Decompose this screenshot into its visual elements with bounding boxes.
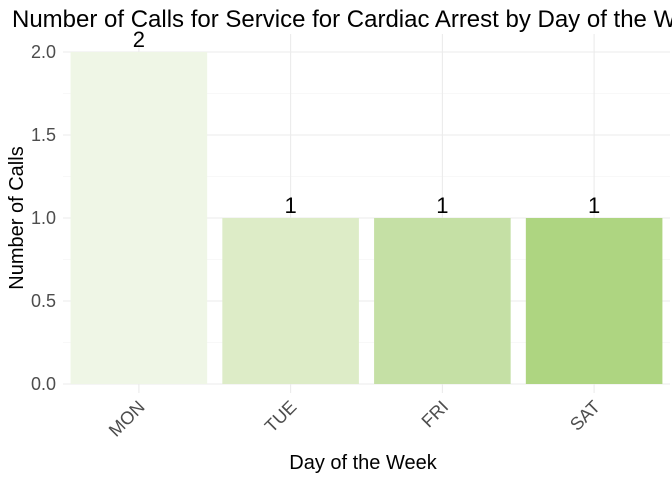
chart-title: Number of Calls for Service for Cardiac … [12,6,672,33]
bars [70,52,663,384]
bar-fri [374,218,511,384]
data-labels: 2 1 1 1 [133,27,601,218]
data-label-tue: 1 [285,193,297,218]
bar-sat [525,218,663,384]
x-tick-label-tue: TUE [261,397,301,437]
x-axis-title: Day of the Week [289,452,437,474]
x-tick-label-mon: MON [105,397,149,441]
y-tick-label: 1.5 [31,125,56,145]
y-tick-label: 1.0 [31,208,56,228]
y-tick-label: 0.5 [31,291,56,311]
data-label-mon: 2 [133,27,145,52]
y-axis-title: Number of Calls [6,146,28,289]
bar-mon [70,52,208,384]
bar-tue [222,218,359,384]
x-tick-label-sat: SAT [566,397,604,435]
y-axis-ticks: 0.0 0.5 1.0 1.5 2.0 [31,42,56,394]
y-tick-label: 0.0 [31,374,56,394]
y-tick-label: 2.0 [31,42,56,62]
x-axis-ticks: MON TUE FRI SAT [105,397,604,441]
data-label-sat: 1 [588,193,600,218]
data-label-fri: 1 [436,193,448,218]
x-tick-label-fri: FRI [418,397,453,432]
